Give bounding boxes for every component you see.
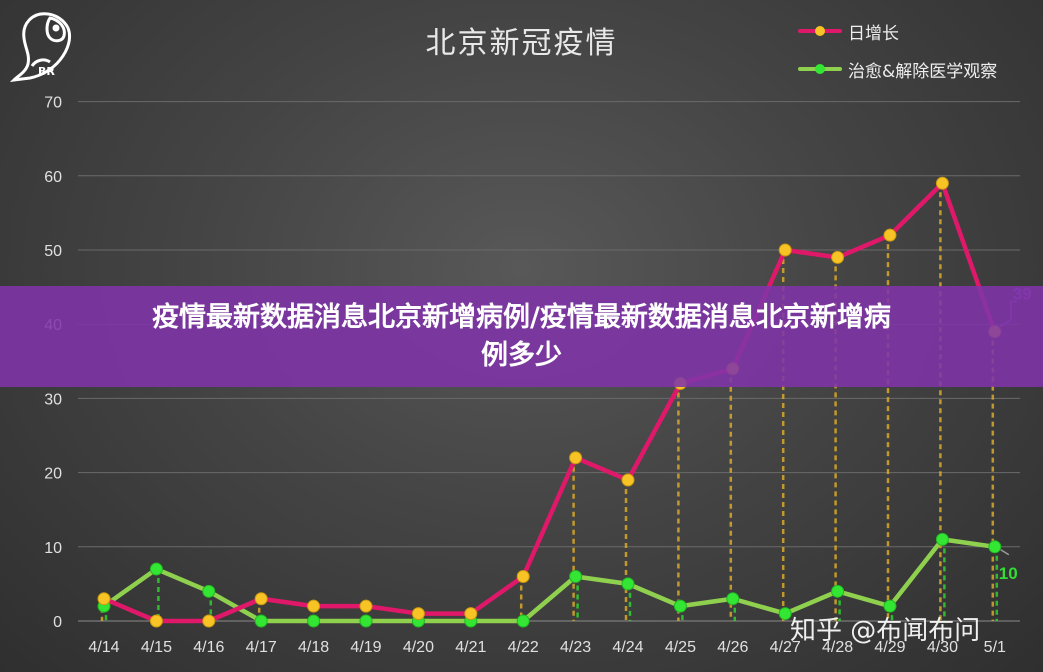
x-tick-label: 4/25	[665, 639, 696, 656]
daily-point	[411, 607, 425, 621]
banner-text: 疫情最新数据消息北京新增病例/疫情最新数据消息北京新增病 例多少	[42, 299, 1002, 375]
recovered-point	[831, 584, 845, 598]
legend-label-daily: 日增长	[848, 23, 899, 44]
daily-point	[935, 176, 949, 190]
parrot-logo-icon: BR	[9, 8, 80, 88]
y-tick-label: 10	[44, 540, 62, 557]
x-tick-label: 4/15	[141, 639, 172, 656]
x-tick-label: 5/1	[984, 639, 1006, 656]
recovered-point	[935, 532, 949, 546]
y-tick-label: 30	[44, 391, 62, 408]
x-tick-label: 4/30	[927, 639, 958, 656]
x-tick-label: 4/29	[874, 639, 905, 656]
daily-point	[202, 614, 216, 628]
x-tick-label: 4/14	[88, 639, 119, 656]
watermark-text: 知乎 @布闻布问	[790, 616, 981, 646]
recovered-point	[149, 562, 163, 576]
end-label: 10	[999, 564, 1018, 583]
x-tick-label: 4/23	[560, 639, 591, 656]
series-line	[101, 180, 998, 624]
recovered-point	[202, 584, 216, 598]
recovered-point	[883, 599, 897, 613]
recovered-point	[359, 614, 373, 628]
x-tick-label: 4/18	[298, 639, 329, 656]
daily-point	[307, 599, 321, 613]
y-tick-label: 50	[44, 243, 62, 260]
recovered-point	[307, 614, 321, 628]
end-label-leader	[1000, 549, 1010, 556]
x-tick-label: 4/20	[403, 639, 434, 656]
x-tick-label: 4/16	[193, 639, 224, 656]
legend-item-recovered: 治愈&解除医学观察	[798, 50, 997, 88]
y-tick-label: 60	[44, 169, 62, 186]
banner-line-2: 例多少	[481, 339, 562, 371]
x-tick-label: 4/19	[350, 639, 381, 656]
daily-point	[778, 243, 792, 257]
x-tick-label: 4/27	[770, 639, 801, 656]
recovered-point	[621, 577, 635, 591]
daily-point	[883, 228, 897, 242]
recovered-point	[988, 540, 1002, 554]
legend-item-daily: 日增长	[798, 12, 997, 50]
recovered-point	[726, 592, 740, 606]
daily-point	[254, 592, 268, 606]
daily-point	[831, 250, 845, 264]
recovered-point	[569, 569, 583, 583]
daily-point	[97, 592, 111, 606]
daily-point	[149, 614, 163, 628]
legend-label-recovered: 治愈&解除医学观察	[848, 61, 998, 82]
y-tick-label: 20	[44, 466, 62, 483]
title-banner: 疫情最新数据消息北京新增病例/疫情最新数据消息北京新增病 例多少	[0, 286, 1043, 387]
y-tick-label: 0	[53, 614, 62, 631]
daily-point	[516, 569, 530, 583]
daily-point	[359, 599, 373, 613]
svg-text:BR: BR	[38, 65, 55, 78]
x-tick-label: 4/22	[508, 639, 539, 656]
x-tick-label: 4/21	[455, 639, 486, 656]
chart-title: 北京新冠疫情	[425, 26, 618, 61]
daily-point	[621, 473, 635, 487]
x-tick-label: 4/26	[717, 639, 748, 656]
x-tick-label: 4/17	[246, 639, 277, 656]
recovered-point	[778, 607, 792, 621]
recovered-point	[673, 599, 687, 613]
daily-point	[569, 451, 583, 465]
x-tick-label: 4/28	[822, 639, 853, 656]
legend-swatch-recovered	[798, 64, 842, 74]
recovered-point	[516, 614, 530, 628]
banner-line-1: 疫情最新数据消息北京新增病例/疫情最新数据消息北京新增病	[152, 301, 891, 333]
y-tick-label: 70	[44, 95, 62, 112]
series-line	[101, 537, 998, 624]
legend-swatch-daily	[798, 26, 842, 36]
daily-point	[464, 607, 478, 621]
legend: 日增长 治愈&解除医学观察	[798, 12, 997, 88]
recovered-point	[254, 614, 268, 628]
x-tick-label: 4/24	[612, 639, 643, 656]
